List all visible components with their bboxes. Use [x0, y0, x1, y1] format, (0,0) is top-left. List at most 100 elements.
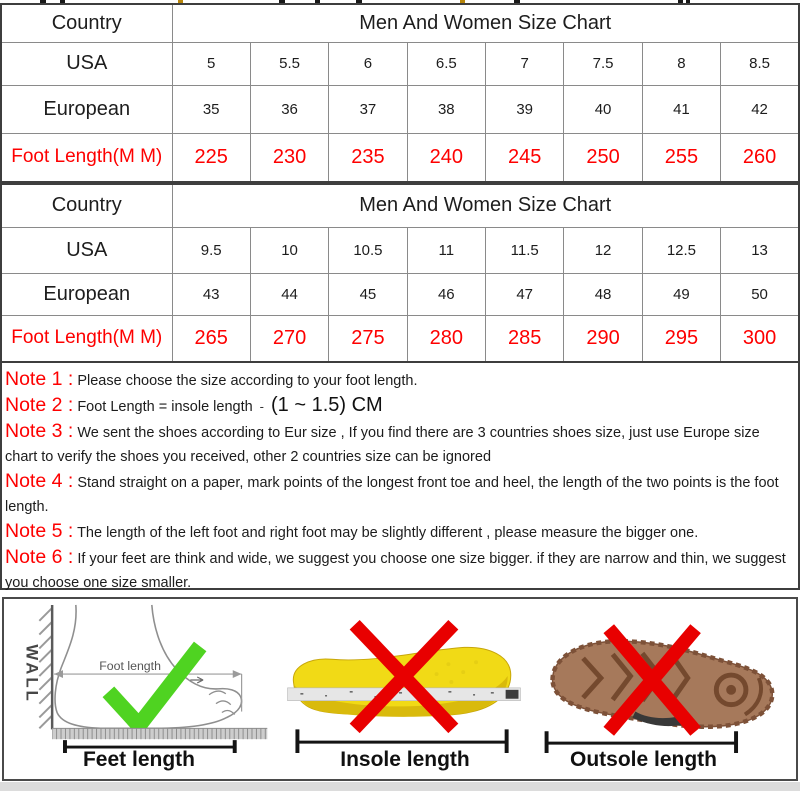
- cropped-text-remnant: [60, 0, 65, 3]
- floor-ruler: [52, 727, 268, 740]
- size-chart-title-cell: Men And Women Size Chart: [171, 3, 800, 43]
- table-header-row: Country Men And Women Size Chart: [0, 3, 800, 43]
- feet-length-diagram: WALL Foot length: [4, 599, 274, 779]
- size-value-cell: 255: [641, 132, 722, 183]
- size-value-cell: 45: [328, 272, 408, 316]
- size-value-cell: 250: [563, 132, 643, 183]
- measuring-tape: [287, 687, 521, 701]
- table-row: Foot Length(M M) 265 270 275 280 285 290 295 300: [0, 314, 800, 363]
- size-value-cell: 13: [720, 226, 800, 274]
- size-value-cell: 37: [328, 84, 408, 134]
- bottom-gray-strip: [0, 782, 800, 791]
- size-value-cell: 5.5: [249, 41, 330, 86]
- outsole-length-diagram: Outsole length: [536, 599, 796, 779]
- note-line: Note 4 : Stand straight on a paper, mark…: [5, 470, 779, 515]
- note-label: Note 4 :: [5, 470, 74, 492]
- size-value-cell: 6.5: [406, 41, 487, 86]
- size-value-cell: 48: [563, 272, 643, 316]
- size-value-cell: 12.5: [641, 226, 722, 274]
- country-header-cell: Country: [0, 183, 173, 228]
- size-value-cell: 5: [171, 41, 251, 86]
- red-cross-icon: [349, 619, 459, 734]
- outsole-length-drawing: [544, 624, 775, 753]
- size-value-cell: 270: [249, 314, 330, 363]
- cropped-text-remnant: [678, 0, 683, 3]
- size-value-cell: 42: [720, 84, 800, 134]
- note-line: Note 3 : We sent the shoes according to …: [5, 420, 760, 465]
- outsole-length-caption: Outsole length: [570, 748, 717, 771]
- table-row: USA 5 5.5 6 6.5 7 7.5 8 8.5: [0, 41, 800, 86]
- table-row: European 35 36 37 38 39 40 41 42: [0, 84, 800, 134]
- note-label: Note 5 :: [5, 520, 74, 542]
- row-label-cell: USA: [0, 41, 173, 86]
- wall-label: WALL: [22, 644, 41, 703]
- size-value-cell: 295: [641, 314, 722, 363]
- note-line: Note 1 : Please choose the size accordin…: [5, 368, 418, 390]
- table-row: USA 9.5 10 10.5 11 11.5 12 12.5 13: [0, 226, 800, 274]
- size-value-cell: 41: [641, 84, 722, 134]
- size-value-cell: 235: [328, 132, 408, 183]
- note-line: Note 5 : The length of the left foot and…: [5, 520, 699, 542]
- size-value-cell: 49: [641, 272, 722, 316]
- size-value-cell: 38: [406, 84, 487, 134]
- size-table-upper: Country Men And Women Size Chart USA 5 5.5 6 6…: [0, 3, 800, 183]
- feet-length-drawing: WALL Foot length: [22, 604, 268, 753]
- cropped-text-remnant: [356, 0, 362, 3]
- cropped-text-remnant: [315, 0, 320, 3]
- wall-hatch: [38, 604, 54, 730]
- size-value-cell: 230: [249, 132, 330, 183]
- red-cross-icon: [603, 624, 701, 736]
- sizing-notes: Note 1 : Please choose the size accordin…: [0, 363, 800, 591]
- cropped-text-remnant: [460, 0, 465, 3]
- size-value-cell: 50: [720, 272, 800, 316]
- country-header-cell: Country: [0, 3, 173, 43]
- size-value-cell: 44: [249, 272, 330, 316]
- table-row: European 43 44 45 46 47 48 49 50: [0, 272, 800, 316]
- size-value-cell: 35: [171, 84, 251, 134]
- note-label: Note 2 :: [5, 394, 74, 416]
- size-value-cell: 245: [484, 132, 565, 183]
- note-dash: -: [259, 399, 265, 414]
- size-value-cell: 40: [563, 84, 643, 134]
- cropped-text-remnant: [40, 0, 46, 3]
- size-value-cell: 290: [563, 314, 643, 363]
- note-line: Note 6 : If your feet are think and wide…: [5, 546, 786, 591]
- size-value-cell: 9.5: [171, 226, 251, 274]
- insole-length-drawing: [287, 619, 521, 753]
- foot-length-label: Foot length: [99, 659, 161, 673]
- green-check-icon: [102, 641, 207, 738]
- size-value-cell: 43: [171, 272, 251, 316]
- cropped-text-remnant: [279, 0, 285, 3]
- measurement-bracket: [544, 731, 739, 753]
- measurement-diagrams-panel: WALL Foot length: [2, 597, 798, 781]
- size-value-cell: 36: [249, 84, 330, 134]
- size-value-cell: 39: [484, 84, 565, 134]
- size-table-lower: Country Men And Women Size Chart USA 9.5 10 1…: [0, 183, 800, 363]
- size-value-cell: 10.5: [328, 226, 408, 274]
- size-chart-title-cell: Men And Women Size Chart: [171, 183, 800, 228]
- size-value-cell: 7.5: [563, 41, 643, 86]
- row-label-cell: European: [0, 272, 173, 316]
- row-label-cell: Foot Length(M M): [0, 314, 173, 363]
- cropped-text-remnant: [686, 0, 690, 3]
- cropped-text-remnant: [514, 0, 520, 3]
- size-value-cell: 47: [484, 272, 565, 316]
- note-label: Note 6 :: [5, 546, 74, 568]
- cropped-text-remnant: [178, 0, 183, 3]
- foot-length-dimension-line: [54, 670, 243, 712]
- size-value-cell: 265: [171, 314, 251, 363]
- note-label: Note 1 :: [5, 368, 74, 390]
- measurement-bracket: [62, 740, 237, 753]
- size-value-cell: 46: [406, 272, 487, 316]
- measurement-bracket: [295, 729, 509, 753]
- size-value-cell: 260: [720, 132, 800, 183]
- row-label-cell: Foot Length(M M): [0, 132, 173, 183]
- row-label-cell: USA: [0, 226, 173, 274]
- table-header-row: Country Men And Women Size Chart: [0, 183, 800, 228]
- size-value-cell: 8: [641, 41, 722, 86]
- insole-length-caption: Insole length: [340, 748, 470, 771]
- note-label: Note 3 :: [5, 420, 74, 442]
- size-value-cell: 280: [406, 314, 487, 363]
- row-label-cell: European: [0, 84, 173, 134]
